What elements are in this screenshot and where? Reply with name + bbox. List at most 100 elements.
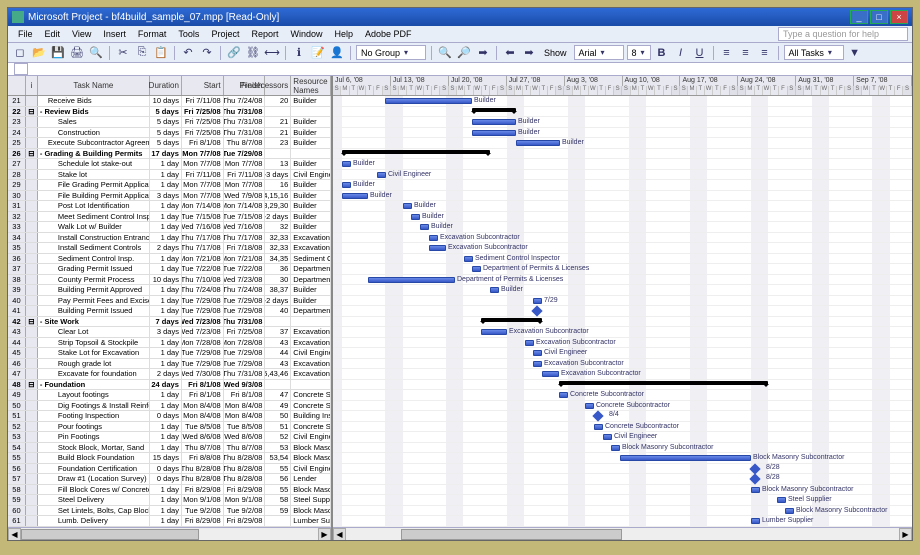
pred-cell[interactable]: 39,45,43,46: [265, 369, 291, 379]
open-icon[interactable]: 📂: [31, 45, 47, 61]
pred-cell[interactable]: 55: [265, 464, 291, 474]
table-row[interactable]: 28Stake lot1 dayFri 7/11/08Fri 7/11/0827…: [8, 170, 331, 181]
start-cell[interactable]: Tue 7/29/08: [182, 296, 224, 306]
duration-cell[interactable]: 1 day: [150, 432, 182, 442]
resource-cell[interactable]: Excavation S: [291, 243, 331, 253]
menu-insert[interactable]: Insert: [97, 28, 132, 40]
gantt-row[interactable]: Excavation Subcontractor: [333, 233, 912, 244]
undo-icon[interactable]: ↶: [180, 45, 196, 61]
gantt-bar[interactable]: Department of Permits & Licenses: [368, 277, 455, 283]
duration-cell[interactable]: 1 day: [150, 222, 182, 232]
gantt-row[interactable]: Builder: [333, 180, 912, 191]
resource-cell[interactable]: Lumber Supp: [291, 516, 331, 526]
finish-cell[interactable]: Mon 7/28/08: [224, 338, 266, 348]
gantt-row[interactable]: [333, 380, 912, 391]
finish-cell[interactable]: Thu 8/7/08: [224, 443, 266, 453]
finish-cell[interactable]: Thu 7/24/08: [224, 285, 266, 295]
zoom-out-icon[interactable]: 🔎: [456, 45, 472, 61]
table-row[interactable]: 49Layout footings1 dayFri 8/1/08Fri 8/1/…: [8, 390, 331, 401]
gantt-bar[interactable]: Steel Supplier: [777, 497, 786, 503]
gantt-row[interactable]: Excavation Subcontractor: [333, 243, 912, 254]
resource-cell[interactable]: Concrete Su: [291, 401, 331, 411]
duration-cell[interactable]: 1 day: [150, 443, 182, 453]
finish-cell[interactable]: Mon 9/1/08: [224, 495, 266, 505]
start-cell[interactable]: Mon 7/7/08: [182, 191, 224, 201]
gantt-row[interactable]: Department of Permits & Licenses: [333, 275, 912, 286]
gantt-row[interactable]: Builder: [333, 159, 912, 170]
menu-format[interactable]: Format: [132, 28, 173, 40]
resource-cell[interactable]: Department o: [291, 275, 331, 285]
table-row[interactable]: 50Dig Footings & Install Reinforcing1 da…: [8, 401, 331, 412]
finish-cell[interactable]: Thu 8/28/08: [224, 464, 266, 474]
duration-cell[interactable]: 1 day: [150, 506, 182, 516]
finish-cell[interactable]: Wed 7/23/08: [224, 275, 266, 285]
task-name-cell[interactable]: Foundation Certification: [38, 464, 150, 474]
table-row[interactable]: 25Execute Subcontractor Agreeme5 daysFri…: [8, 138, 331, 149]
finish-cell[interactable]: Thu 7/31/08: [224, 317, 266, 327]
duration-cell[interactable]: 2 days: [150, 369, 182, 379]
finish-cell[interactable]: Tue 7/29/08: [224, 296, 266, 306]
duration-cell[interactable]: 10 days: [150, 275, 182, 285]
start-cell[interactable]: Mon 7/21/08: [182, 254, 224, 264]
col-id[interactable]: [8, 76, 26, 95]
gantt-row[interactable]: 8/28: [333, 464, 912, 475]
start-cell[interactable]: Fri 8/1/08: [182, 138, 224, 148]
resource-cell[interactable]: Sediment Co: [291, 254, 331, 264]
task-name-cell[interactable]: File Building Permit Application: [38, 191, 150, 201]
table-row[interactable]: 33Walk Lot w/ Builder1 dayWed 7/16/08Wed…: [8, 222, 331, 233]
info-icon[interactable]: ℹ: [291, 45, 307, 61]
table-row[interactable]: 26⊟- Grading & Building Permits17 daysMo…: [8, 149, 331, 160]
task-name-cell[interactable]: Build Block Foundation: [38, 453, 150, 463]
gantt-row[interactable]: Builder: [333, 96, 912, 107]
start-cell[interactable]: Thu 8/28/08: [182, 464, 224, 474]
finish-cell[interactable]: Mon 7/14/08: [224, 201, 266, 211]
task-name-cell[interactable]: Layout footings: [38, 390, 150, 400]
pred-cell[interactable]: 32,33: [265, 243, 291, 253]
duration-cell[interactable]: 0 days: [150, 411, 182, 421]
start-cell[interactable]: Wed 7/30/08: [182, 369, 224, 379]
gantt-row[interactable]: [333, 317, 912, 328]
scroll-left-icon[interactable]: ◀: [8, 528, 21, 541]
resource-cell[interactable]: Builder: [291, 117, 331, 127]
gantt-row[interactable]: Builder: [333, 212, 912, 223]
table-row[interactable]: 21Receive Bids10 daysFri 7/11/08Thu 7/24…: [8, 96, 331, 107]
gantt-bar[interactable]: Civil Engineer: [603, 434, 612, 440]
pred-cell[interactable]: 20: [265, 96, 291, 106]
finish-cell[interactable]: Mon 7/7/08: [224, 180, 266, 190]
gantt-bar[interactable]: Builder: [472, 130, 516, 136]
gantt-bar[interactable]: Excavation Subcontractor: [542, 371, 559, 377]
start-cell[interactable]: Thu 7/24/08: [182, 285, 224, 295]
start-cell[interactable]: Mon 7/7/08: [182, 149, 224, 159]
gantt-bar[interactable]: Builder: [385, 98, 472, 104]
table-row[interactable]: 48⊟- Foundation24 daysFri 8/1/08Wed 9/3/…: [8, 380, 331, 391]
gantt-bar[interactable]: Civil Engineer: [533, 350, 542, 356]
duration-cell[interactable]: 2 days: [150, 243, 182, 253]
milestone-icon[interactable]: [592, 410, 603, 421]
resource-cell[interactable]: Builder: [291, 296, 331, 306]
pred-cell[interactable]: 29FS+2 days: [265, 212, 291, 222]
task-name-cell[interactable]: Stock Block, Mortar, Sand: [38, 443, 150, 453]
gantt-bar[interactable]: Builder: [490, 287, 499, 293]
start-cell[interactable]: Thu 7/17/08: [182, 233, 224, 243]
resource-cell[interactable]: Builder: [291, 128, 331, 138]
italic-icon[interactable]: I: [673, 45, 689, 61]
assign-icon[interactable]: 👤: [329, 45, 345, 61]
pred-cell[interactable]: 47: [265, 390, 291, 400]
duration-cell[interactable]: 1 day: [150, 296, 182, 306]
table-row[interactable]: 24Construction5 daysFri 7/25/08Thu 7/31/…: [8, 128, 331, 139]
cancel-entry-icon[interactable]: [14, 63, 28, 75]
table-row[interactable]: 34Install Construction Entrance1 dayThu …: [8, 233, 331, 244]
pred-cell[interactable]: 56: [265, 474, 291, 484]
duration-cell[interactable]: 1 day: [150, 485, 182, 495]
col-task-name[interactable]: Task Name: [38, 76, 150, 95]
table-row[interactable]: 22⊟- Review Bids5 daysFri 7/25/08Thu 7/3…: [8, 107, 331, 118]
task-name-cell[interactable]: Sediment Control Insp.: [38, 254, 150, 264]
table-row[interactable]: 57Draw #1 (Location Survey)0 daysThu 8/2…: [8, 474, 331, 485]
table-row[interactable]: 61Lumb. Delivery1 dayFri 8/29/08Fri 8/29…: [8, 516, 331, 527]
gantt-bar[interactable]: Block Masonry Subcontractor: [751, 487, 760, 493]
resource-cell[interactable]: Builder: [291, 159, 331, 169]
start-cell[interactable]: Fri 7/11/08: [182, 96, 224, 106]
start-cell[interactable]: Tue 7/29/08: [182, 359, 224, 369]
gantt-bar[interactable]: Excavation Subcontractor: [429, 245, 446, 251]
resource-cell[interactable]: [291, 107, 331, 117]
